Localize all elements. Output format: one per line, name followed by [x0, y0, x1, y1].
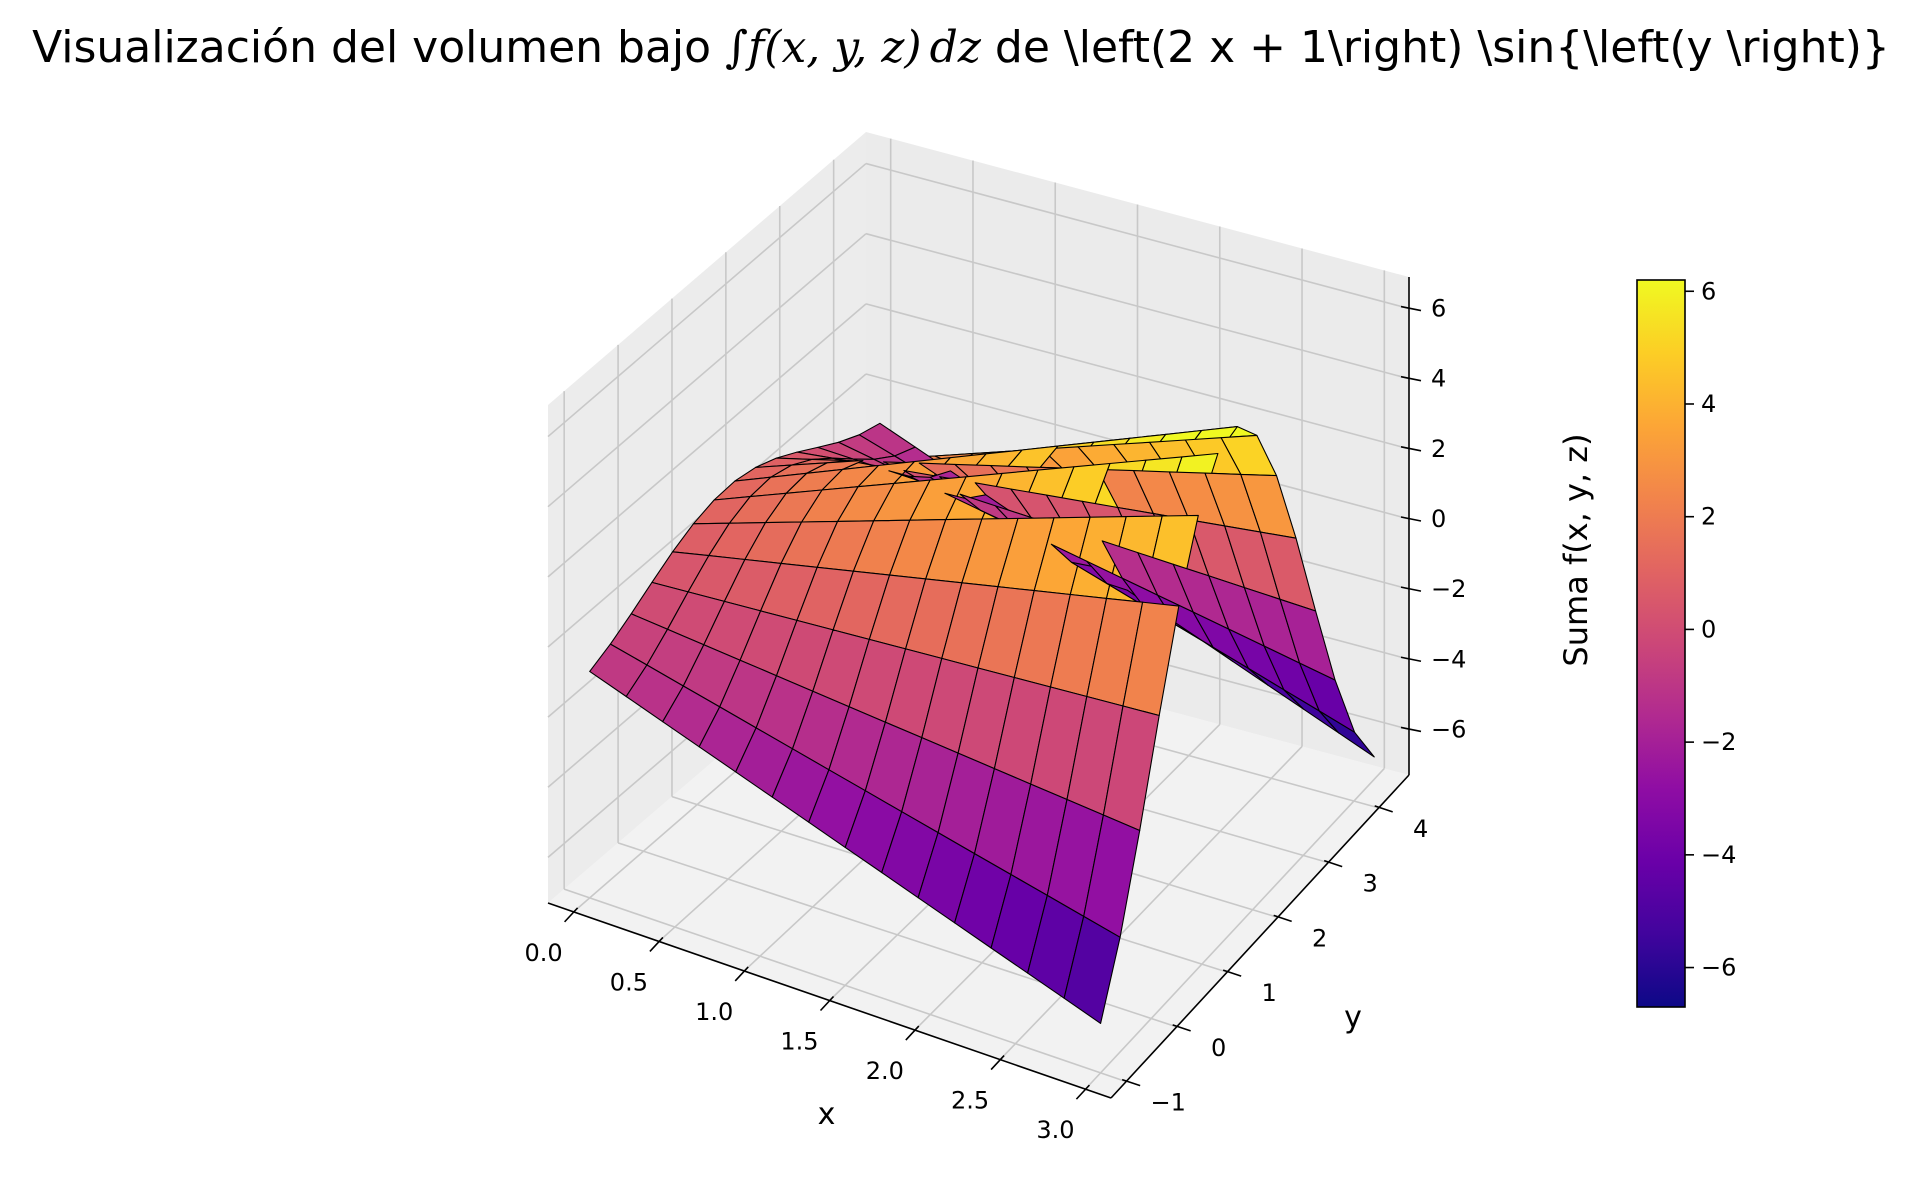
integral-symbol: ∫ [725, 22, 748, 73]
z-tick-label: 0 [1431, 505, 1446, 533]
x-tick-label: 0.0 [525, 939, 563, 967]
z-tick [1400, 305, 1422, 312]
gridline-z [547, 303, 867, 578]
x-tick-label: 3.0 [1036, 1116, 1074, 1144]
x-tick-label: 2.0 [866, 1057, 904, 1085]
colorbar-tick-label: 0 [1701, 615, 1716, 643]
x-tick [905, 1025, 920, 1041]
z-tick-label: −6 [1431, 715, 1466, 743]
gridline-z [865, 303, 1410, 450]
z-tick-label: 2 [1431, 435, 1446, 463]
y-tick [1121, 1078, 1141, 1087]
gridline-z [547, 162, 867, 438]
gridline-z [547, 233, 867, 508]
z-tick-label: 6 [1431, 295, 1446, 323]
y-axis-line [1110, 774, 1410, 1099]
y-axis-label: y [1344, 1000, 1362, 1035]
colorbar-gradient [1636, 279, 1686, 1008]
colorbar-tick-label: 4 [1701, 390, 1716, 418]
colorbar-tick-label: 6 [1701, 277, 1716, 305]
x-tick-label: 0.5 [610, 968, 648, 996]
z-tick [1400, 656, 1422, 663]
y-tick [1323, 859, 1343, 868]
y-tick-label: 0 [1211, 1034, 1226, 1062]
colorbar-tick-label: 2 [1701, 503, 1716, 531]
y-tick-label: −1 [1150, 1089, 1185, 1117]
x-axis-label: x [818, 1097, 836, 1132]
x-tick [819, 995, 835, 1012]
colorbar-tick-label: −2 [1701, 728, 1736, 756]
gridline-z [865, 232, 1410, 380]
colorbar-label: Suma f(x, y, z) [1557, 433, 1595, 666]
z-tick [1400, 586, 1422, 592]
x-tick [564, 907, 579, 923]
y-tick-label: 1 [1262, 979, 1277, 1007]
y-tick-label: 2 [1312, 924, 1327, 952]
x-tick-label: 1.5 [780, 1028, 818, 1056]
x-tick [734, 966, 749, 982]
z-tick [1400, 375, 1422, 382]
y-tick [1172, 1024, 1191, 1032]
y-tick [1222, 969, 1242, 977]
x-tick [1075, 1084, 1090, 1100]
gridline-y [563, 888, 1127, 1083]
colorbar-tick-label: −6 [1701, 954, 1736, 982]
surface [589, 422, 1375, 1024]
axes: 0.0 0.5 1.0 1.5 2.0 2.5 3.0 x −1 0 1 2 3 4 y −6 −4 −2 0 2 4 6 [525, 277, 1466, 1144]
surface-face [1318, 710, 1375, 758]
colorbar-tick-label: −4 [1701, 841, 1736, 869]
z-tick-label: −4 [1431, 645, 1466, 673]
gridline-z [865, 162, 1410, 310]
y-tick-label: 4 [1413, 815, 1428, 843]
surface-face [1063, 915, 1121, 1024]
gridline-x [1084, 767, 1385, 1090]
z-tick [1400, 446, 1422, 452]
y-tick-label: 3 [1363, 870, 1378, 898]
x-tick [990, 1055, 1005, 1071]
title-integrand: f(x, y, z) [748, 22, 922, 73]
y-tick [1374, 805, 1393, 813]
colorbar: −6 −4 −2 0 2 4 6 Suma f(x, y, z) [1557, 277, 1736, 1008]
z-tick [1400, 726, 1422, 733]
x-tick [649, 936, 664, 952]
gridline-x [999, 745, 1303, 1061]
y-tick [1273, 914, 1292, 923]
chart-title: Visualización del volumen bajo ∫f(x, y, … [32, 22, 1890, 73]
z-tick [1400, 516, 1422, 522]
x-tick-label: 1.0 [695, 998, 733, 1026]
x-tick-label: 2.5 [951, 1087, 989, 1115]
z-tick-label: −2 [1431, 575, 1466, 603]
z-tick-label: 4 [1431, 365, 1446, 393]
title-differential: dz [929, 22, 981, 73]
